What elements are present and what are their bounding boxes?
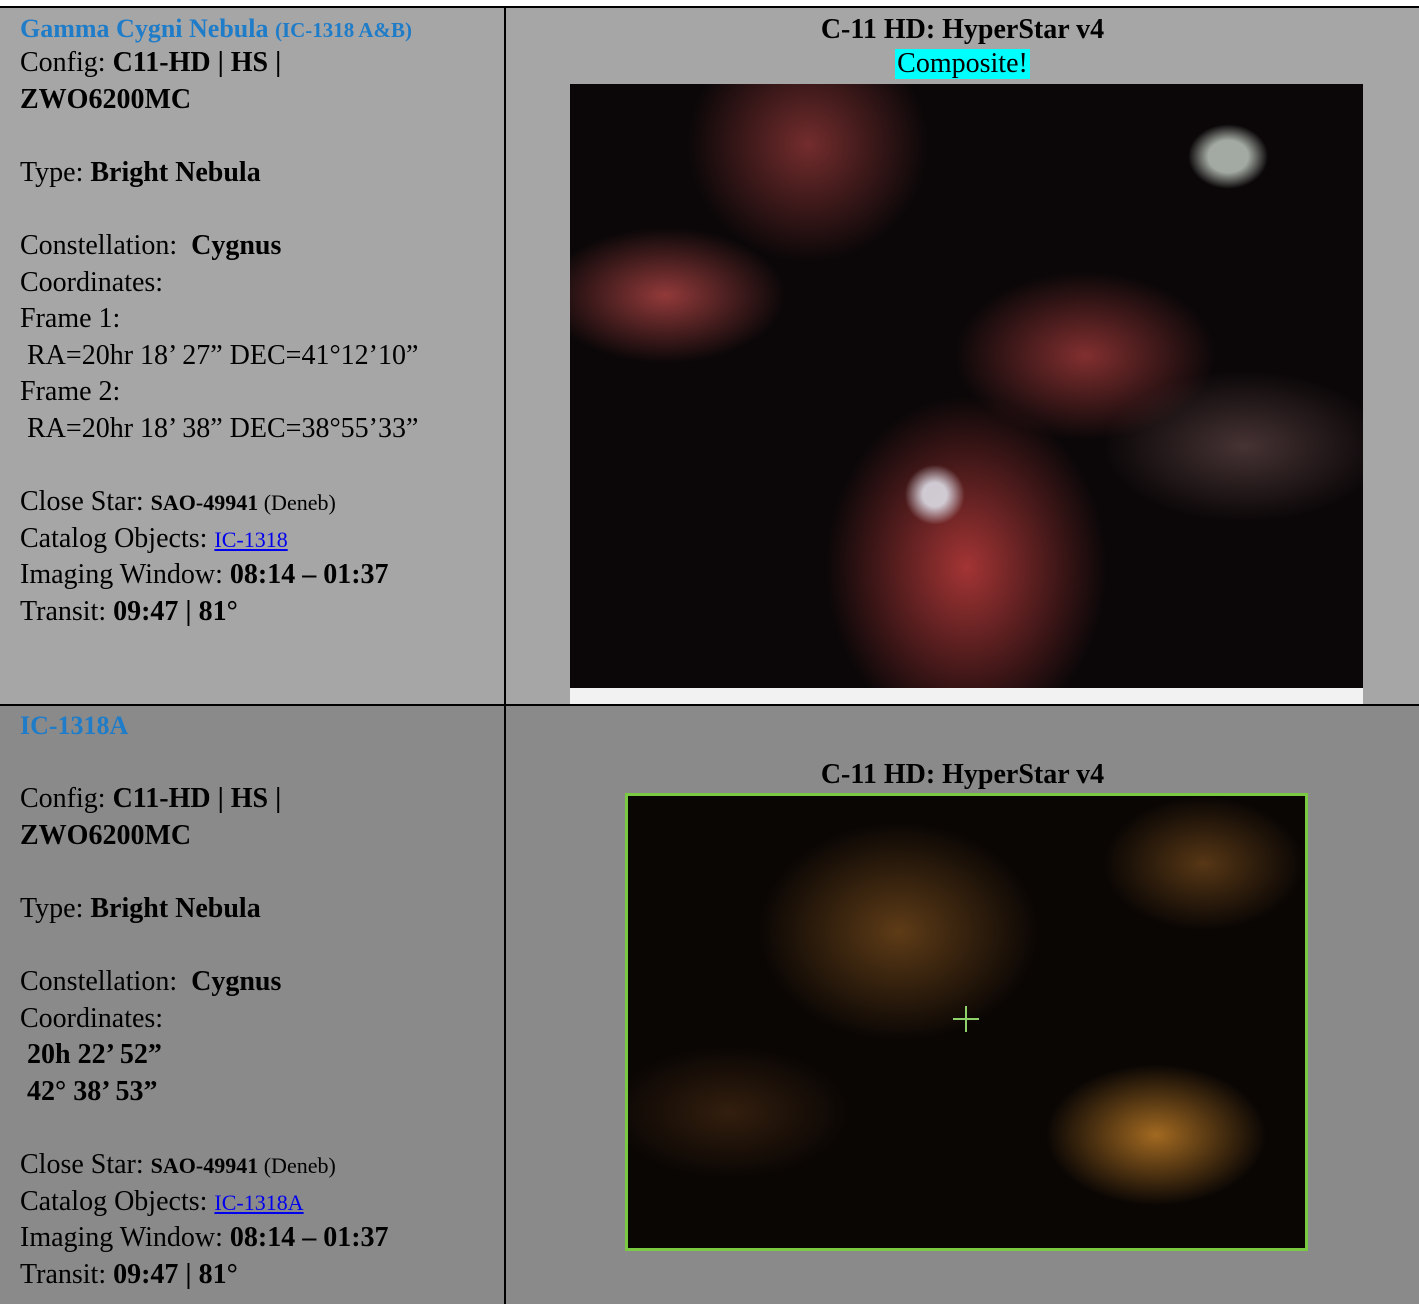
object-row: IC-1318A Config: C11-HD | HS | ZWO6200MC…	[0, 704, 1419, 1304]
label: Imaging Window:	[20, 559, 230, 590]
label: Type:	[20, 157, 90, 188]
imaging-window: Imaging Window: 08:14 – 01:37	[20, 557, 504, 594]
catalog-link[interactable]: IC-1318	[214, 527, 287, 552]
constellation: Constellation: Cygnus	[20, 228, 504, 265]
coordinate: 20h 22’ 52”	[20, 1037, 504, 1074]
coordinate: Frame 1:	[20, 301, 504, 338]
value: 08:14 – 01:37	[230, 559, 389, 590]
label: Imaging Window:	[20, 1222, 230, 1253]
label: Catalog Objects:	[20, 523, 214, 554]
label: Constellation:	[20, 966, 191, 997]
badge: Composite!	[895, 49, 1030, 79]
value: SAO-49941	[151, 490, 259, 515]
catalog: Catalog Objects: IC-1318	[20, 521, 504, 558]
note: (Deneb)	[258, 1153, 336, 1178]
label: Constellation:	[20, 230, 191, 261]
catalog-link[interactable]: IC-1318A	[214, 1190, 303, 1215]
value: Cygnus	[191, 966, 281, 997]
config: Config: C11-HD | HS | ZWO6200MC	[20, 45, 340, 118]
close-star: Close Star: SAO-49941 (Deneb)	[20, 1147, 504, 1184]
crosshair	[953, 1006, 979, 1032]
value: Bright Nebula	[90, 157, 260, 188]
page: Gamma Cygni Nebula (IC-1318 A&B) Config:…	[0, 0, 1419, 1294]
label: Catalog Objects:	[20, 1186, 214, 1217]
label: Transit:	[20, 596, 113, 627]
value: 08:14 – 01:37	[230, 1222, 389, 1253]
coordinate: RA=20hr 18’ 38” DEC=38°55’33”	[20, 411, 504, 448]
value: Bright Nebula	[90, 893, 260, 924]
type: Type: Bright Nebula	[20, 155, 504, 192]
label: Close Star:	[20, 486, 151, 517]
transit: Transit: 09:47 | 81°	[20, 594, 504, 631]
label: Config:	[20, 47, 113, 78]
value: 09:47 | 81°	[113, 1259, 238, 1290]
value: 09:47 | 81°	[113, 596, 238, 627]
image-cell: C-11 HD: HyperStar v4	[506, 706, 1419, 1304]
imaging-window: Imaging Window: 08:14 – 01:37	[20, 1220, 504, 1257]
label: Type:	[20, 893, 90, 924]
coordinates-label: Coordinates:	[20, 265, 504, 302]
coordinates-label: Coordinates:	[20, 1001, 504, 1038]
note: (Deneb)	[258, 490, 336, 515]
value: SAO-49941	[151, 1153, 259, 1178]
image-cell: C-11 HD: HyperStar v4 Composite!	[506, 8, 1419, 706]
astro-image	[570, 84, 1363, 688]
coordinate: Frame 2:	[20, 374, 504, 411]
type: Type: Bright Nebula	[20, 891, 504, 928]
object-title: IC-1318A	[20, 708, 504, 745]
astro-image	[625, 793, 1308, 1251]
object-details: Gamma Cygni Nebula (IC-1318 A&B) Config:…	[0, 8, 506, 706]
close-star: Close Star: SAO-49941 (Deneb)	[20, 484, 504, 521]
title-note: (IC-1318 A&B)	[275, 18, 412, 42]
label: Config:	[20, 783, 113, 814]
coordinate: 42° 38’ 53”	[20, 1074, 504, 1111]
config: Config: C11-HD | HS | ZWO6200MC	[20, 781, 340, 854]
scope: C-11 HD: HyperStar v4	[506, 12, 1419, 48]
object-details: IC-1318A Config: C11-HD | HS | ZWO6200MC…	[0, 706, 506, 1304]
value: Cygnus	[191, 230, 281, 261]
constellation: Constellation: Cygnus	[20, 964, 504, 1001]
catalog: Catalog Objects: IC-1318A	[20, 1184, 504, 1221]
object-title: Gamma Cygni Nebula (IC-1318 A&B)	[20, 14, 460, 45]
coordinate: RA=20hr 18’ 27” DEC=41°12’10”	[20, 338, 504, 375]
object-row: Gamma Cygni Nebula (IC-1318 A&B) Config:…	[0, 6, 1419, 706]
title: Gamma Cygni Nebula	[20, 14, 268, 43]
transit: Transit: 09:47 | 81°	[20, 1257, 504, 1294]
label: Transit:	[20, 1259, 113, 1290]
label: Close Star:	[20, 1149, 151, 1180]
scope: C-11 HD: HyperStar v4	[506, 757, 1419, 793]
